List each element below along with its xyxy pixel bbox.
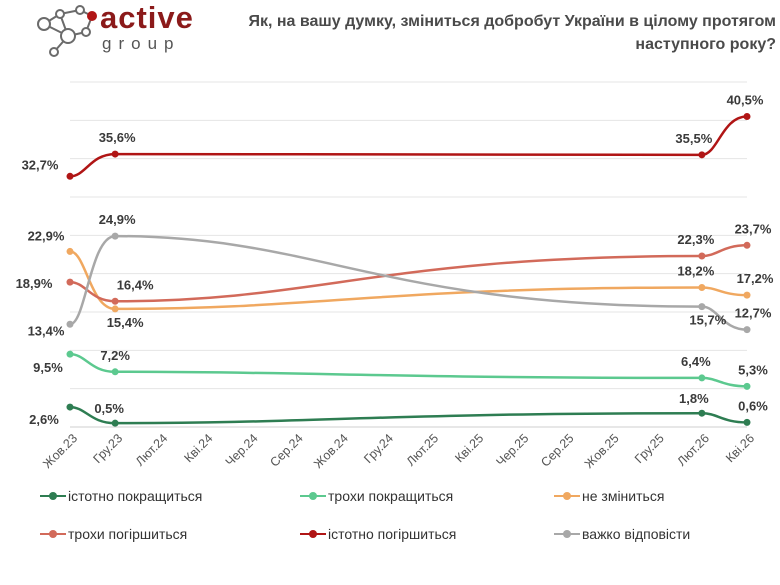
x-tick-label: Чер.25 xyxy=(494,431,532,469)
brand-logo-mark xyxy=(37,5,97,57)
data-label: 18,2% xyxy=(677,263,714,278)
data-label: 5,3% xyxy=(738,362,768,377)
data-label: 24,9% xyxy=(99,212,136,227)
data-label: 13,4% xyxy=(28,323,65,338)
x-tick-label: Жов.23 xyxy=(40,431,80,471)
legend-label: не зміниться xyxy=(582,488,665,504)
data-point xyxy=(698,283,706,291)
data-point xyxy=(111,297,119,305)
legend-swatch xyxy=(40,492,66,500)
legend-item: не зміниться xyxy=(554,488,664,504)
data-point xyxy=(111,305,119,313)
data-label: 15,7% xyxy=(689,313,726,328)
data-label: 22,3% xyxy=(677,232,714,247)
legend-swatch xyxy=(554,492,580,500)
x-tick-label: Лют.26 xyxy=(674,431,712,469)
x-tick-label: Жов.24 xyxy=(311,431,351,471)
legend-swatch xyxy=(40,530,66,538)
data-point xyxy=(66,278,74,286)
series-line xyxy=(69,234,748,331)
data-label: 18,9% xyxy=(16,276,53,291)
x-tick-label: Гру.25 xyxy=(632,431,667,466)
data-label: 15,4% xyxy=(107,315,144,330)
data-point xyxy=(698,252,706,260)
data-point xyxy=(743,418,751,426)
data-labels: 2,6% 0,5% 1,8% 0,6% 9,5% 7,2% 6,4% 5,3% 22,9% 15,… xyxy=(16,93,774,428)
legend-label: істотно покращиться xyxy=(68,488,203,504)
data-point xyxy=(111,368,119,376)
series-lines xyxy=(69,115,748,425)
data-point xyxy=(743,326,751,334)
legend-swatch xyxy=(554,530,580,538)
data-label: 23,7% xyxy=(735,221,772,236)
data-point xyxy=(698,151,706,159)
data-label: 35,5% xyxy=(675,131,712,146)
series-line xyxy=(69,405,748,425)
gridlines xyxy=(70,81,747,390)
legend: істотно покращиться трохи покращиться не з… xyxy=(40,488,760,548)
series-points xyxy=(66,113,751,427)
brand-subname: group xyxy=(102,34,181,53)
data-point xyxy=(743,382,751,390)
data-point xyxy=(111,419,119,427)
data-label: 17,2% xyxy=(737,271,774,286)
data-point xyxy=(66,350,74,358)
data-point xyxy=(66,247,74,255)
data-label: 7,2% xyxy=(100,348,130,363)
data-label: 12,7% xyxy=(735,306,772,321)
x-tick-label: Кві.24 xyxy=(182,431,216,465)
chart-title: Як, на вашу думку, зміниться добробут Ук… xyxy=(248,13,776,53)
data-point xyxy=(66,172,74,180)
legend-label: істотно погіршиться xyxy=(328,526,457,542)
data-label: 2,6% xyxy=(29,412,59,427)
data-label: 6,4% xyxy=(681,354,711,369)
legend-item: трохи покращиться xyxy=(300,488,453,504)
x-tick-label: Кві.25 xyxy=(452,431,486,465)
x-tick-label: Сер.24 xyxy=(267,431,305,469)
legend-item: трохи погіршиться xyxy=(40,526,187,542)
x-tick-label: Гру.23 xyxy=(90,431,125,466)
series-line xyxy=(69,115,748,178)
data-label: 32,7% xyxy=(22,157,59,172)
x-tick-label: Чер.24 xyxy=(223,431,261,469)
data-label: 0,6% xyxy=(738,398,768,413)
data-label: 9,5% xyxy=(33,360,63,375)
legend-label: трохи покращиться xyxy=(328,488,454,504)
data-point xyxy=(743,113,751,120)
legend-item: важко відповісти xyxy=(554,526,690,542)
x-tick-label: Жов.25 xyxy=(582,431,622,471)
data-label: 0,5% xyxy=(94,401,124,416)
x-tick-label: Кві.26 xyxy=(723,431,757,465)
data-label: 35,6% xyxy=(99,130,136,145)
data-point xyxy=(66,403,74,411)
series-line xyxy=(69,244,748,303)
data-point xyxy=(698,409,706,417)
data-point xyxy=(111,232,119,240)
data-point xyxy=(743,291,751,299)
legend-label: трохи погіршиться xyxy=(68,526,188,542)
legend-swatch xyxy=(300,530,326,538)
data-point xyxy=(698,303,706,311)
data-point xyxy=(743,241,751,249)
legend-swatch xyxy=(300,492,326,500)
data-point xyxy=(111,150,119,158)
data-label: 22,9% xyxy=(28,228,65,243)
x-axis: Жов.23 Гру.23 Лют.24 Кві.24 Чер.24 Сер.24 Жов.… xyxy=(40,426,757,471)
x-tick-label: Сер.25 xyxy=(538,431,576,469)
series-line xyxy=(69,352,748,388)
x-tick-label: Лют.24 xyxy=(133,431,171,469)
legend-item: істотно покращиться xyxy=(40,488,202,504)
brand-name: active xyxy=(100,0,194,35)
x-tick-label: Лют.25 xyxy=(404,431,442,469)
data-point xyxy=(698,374,706,382)
legend-label: важко відповісти xyxy=(582,526,691,542)
data-label: 16,4% xyxy=(117,277,154,292)
data-label: 1,8% xyxy=(679,391,709,406)
x-tick-label: Гру.24 xyxy=(361,431,396,466)
legend-item: істотно погіршиться xyxy=(300,526,456,542)
data-label: 40,5% xyxy=(727,93,764,108)
data-point xyxy=(66,320,74,328)
